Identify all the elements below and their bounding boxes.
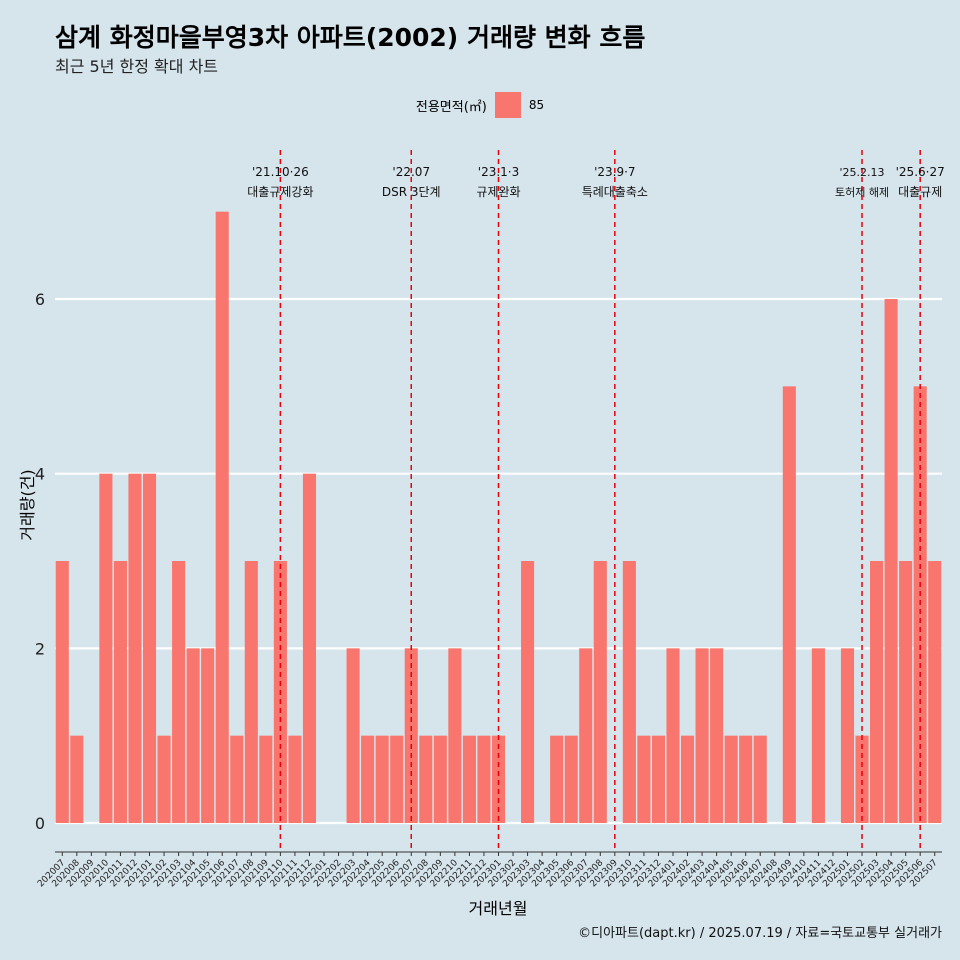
bar [622,561,636,823]
bar [215,211,229,823]
bar [244,561,258,823]
source-caption: ©디아파트(dapt.kr) / 2025.07.19 / 자료=국토교통부 실… [578,926,942,941]
bar [419,735,433,823]
bar [302,473,317,823]
event-label: 규제완화 [476,185,520,199]
chart-title: 삼계 화정마을부영3차 아파트(2002) 거래량 변화 흐름 [55,23,646,52]
bar [157,735,171,823]
axes: 0246202007202008202009202010202011202012… [35,290,942,889]
bar [724,735,738,823]
event-date-label: '23.9·7 [594,165,635,179]
bar [361,735,375,823]
bar [739,735,753,823]
bar [855,735,869,823]
event-date-label: '22.07 [392,165,430,179]
bar [433,735,447,823]
bar [593,561,607,823]
bar [637,735,651,823]
bar [462,735,476,823]
bar [928,561,942,823]
legend-title: 전용면적(㎡) [415,99,487,115]
bar [579,648,593,823]
bar [521,561,535,823]
bar [550,735,564,823]
event-lines: '21.10·26 대출규제강화 '22.07 DSR 3단계 '23.1·3 규제완화 '… [247,150,945,852]
bar [346,648,360,823]
event-date-label: '25.6·27 [896,165,945,179]
bar [230,735,244,823]
bar [375,735,389,823]
bar [651,735,665,823]
bar [840,648,855,823]
chart-subtitle: 최근 5년 한정 확대 차트 [55,57,219,76]
bar [477,735,491,823]
bar [782,386,796,823]
bar [491,735,506,823]
y-axis-label: 거래량(건) [18,469,37,540]
event-label: 대출규제강화 [247,185,313,199]
event-label: 대출규제 [898,185,942,199]
bar [172,561,186,823]
bar [680,735,695,823]
bar [899,561,913,823]
bar [710,648,724,823]
bar [288,735,302,823]
bar [128,473,142,823]
event-label: 토허제 해제 [835,185,889,199]
bar [55,561,69,823]
event-date-label: '21.10·26 [252,165,309,179]
bar [390,735,404,823]
x-axis-label: 거래년월 [469,899,528,918]
bar [870,561,884,823]
bar [811,648,825,823]
bar [99,473,113,823]
bar [564,735,578,823]
legend: 전용면적(㎡) 85 [0,92,960,118]
bar [186,648,200,823]
bar [113,561,127,823]
event-label: 특례대출축소 [582,185,648,199]
event-label: DSR 3단계 [382,185,441,199]
bar [695,648,709,823]
bar [259,735,273,823]
bar [448,648,462,823]
bar [666,648,680,823]
bar [884,299,898,823]
bar [70,735,84,823]
y-tick-label: 0 [35,814,45,833]
y-tick-label: 6 [35,290,45,309]
event-date-label: '25.2.13 [840,166,885,179]
bars [55,211,942,823]
legend-swatch [494,92,521,118]
y-tick-label: 2 [35,639,45,658]
bar [201,648,215,823]
bar [142,473,157,823]
legend-entry: 85 [528,98,545,112]
event-date-label: '23.1·3 [478,165,519,179]
y-tick-label: 4 [35,465,45,484]
bar [753,735,767,823]
